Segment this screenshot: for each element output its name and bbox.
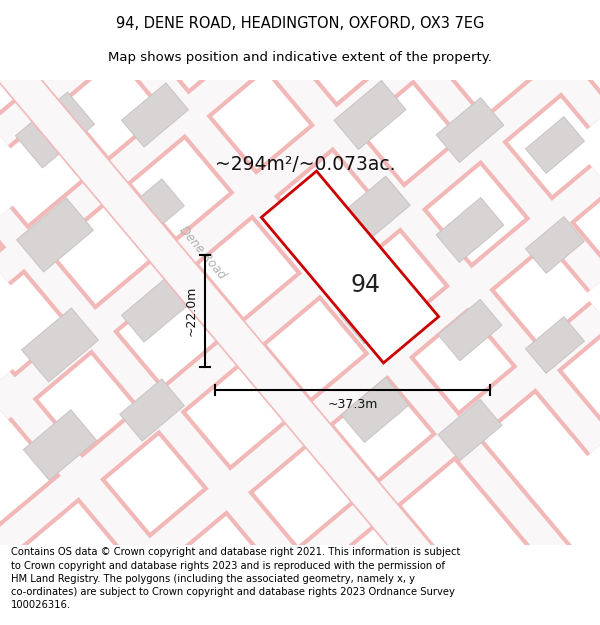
Text: 94: 94 [350,273,380,297]
Polygon shape [341,378,409,442]
Text: ~22.0m: ~22.0m [185,286,197,336]
Polygon shape [22,308,98,382]
Polygon shape [334,81,406,149]
Text: ~294m²/~0.073ac.: ~294m²/~0.073ac. [215,156,395,174]
Polygon shape [438,299,502,361]
Text: Map shows position and indicative extent of the property.: Map shows position and indicative extent… [108,51,492,64]
Polygon shape [340,276,410,344]
Text: Contains OS data © Crown copyright and database right 2021. This information is : Contains OS data © Crown copyright and d… [11,548,460,610]
Polygon shape [23,410,97,480]
Polygon shape [436,198,504,262]
Polygon shape [119,379,184,441]
Text: 94, DENE ROAD, HEADINGTON, OXFORD, OX3 7EG: 94, DENE ROAD, HEADINGTON, OXFORD, OX3 7… [116,16,484,31]
Polygon shape [122,278,188,342]
Polygon shape [17,198,94,272]
Polygon shape [526,217,584,273]
Polygon shape [438,399,502,461]
Polygon shape [436,98,504,162]
Polygon shape [119,179,184,241]
Polygon shape [122,83,188,147]
Polygon shape [262,171,439,363]
Polygon shape [340,176,410,244]
Polygon shape [526,317,584,373]
Polygon shape [16,92,95,168]
Text: Dene Road: Dene Road [177,224,229,282]
Text: ~37.3m: ~37.3m [328,399,377,411]
Polygon shape [526,117,584,173]
